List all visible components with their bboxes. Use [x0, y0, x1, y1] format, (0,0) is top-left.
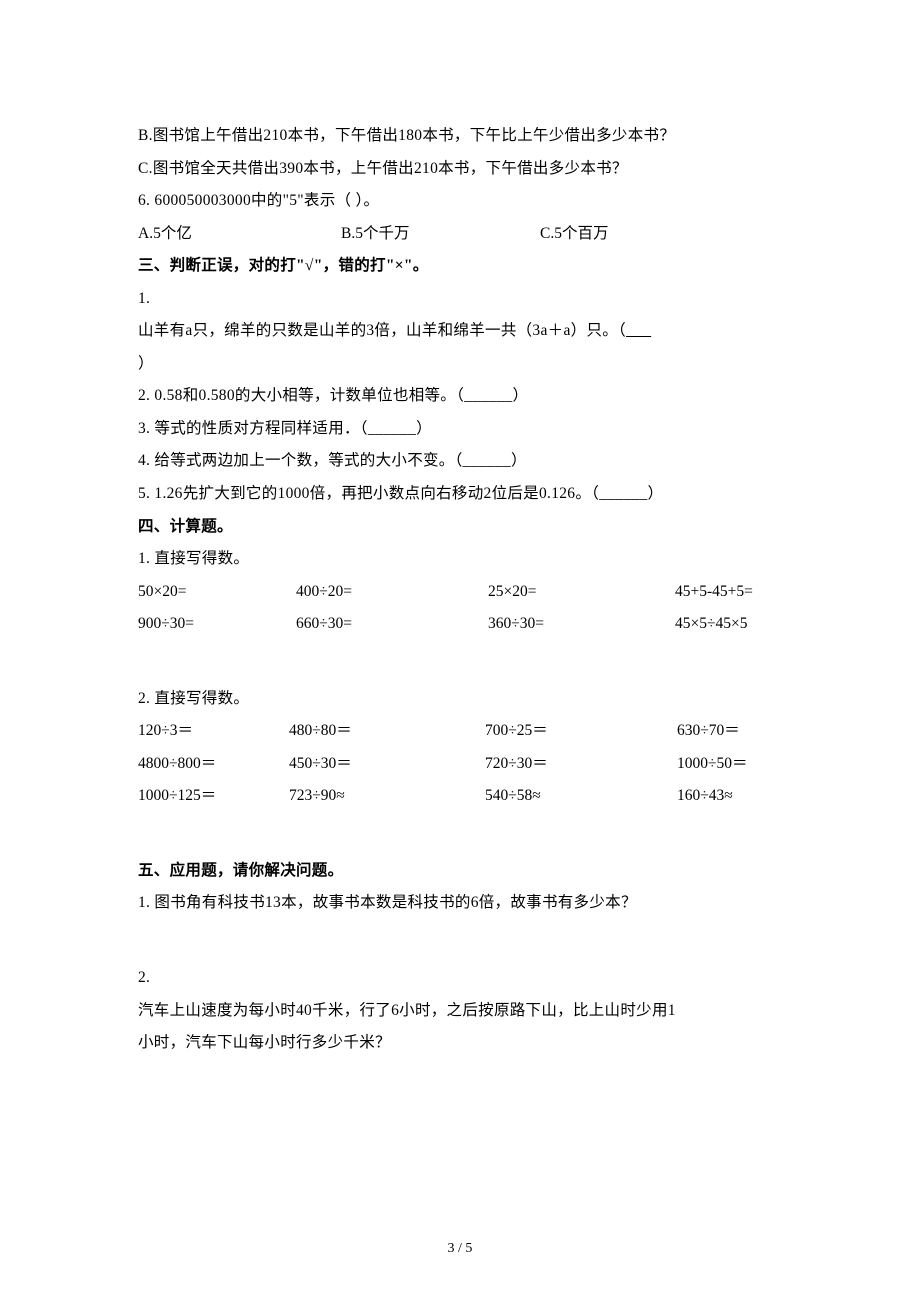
s3-q1-body: 山羊有a只，绵羊的只数是山羊的3倍，山羊和绵羊一共（3a＋a）只。（ [138, 315, 782, 348]
calc2-r2c1: 4800÷800＝ [138, 748, 289, 781]
s3-q4: 4. 给等式两边加上一个数，等式的大小不变。（______） [138, 445, 782, 478]
q6-stem: 6. 600050003000中的"5"表示（ ）。 [138, 185, 782, 218]
calc2-row2: 4800÷800＝ 450÷30＝ 720÷30＝ 1000÷50＝ [138, 748, 782, 781]
q6-option-c: C.5个百万 [540, 218, 740, 251]
page-number: 3 / 5 [0, 1241, 920, 1257]
s5-q2-line1: 汽车上山速度为每小时40千米，行了6小时，之后按原路下山，比上山时少用1 [138, 995, 782, 1028]
s5-q2-prefix: 2. [138, 962, 782, 995]
section4-title: 四、计算题。 [138, 511, 782, 544]
calc2-r3c2: 723÷90≈ [289, 780, 485, 813]
calc2-r2c4: 1000÷50＝ [677, 748, 827, 781]
calc2-r1c4: 630÷70＝ [677, 715, 827, 748]
calc2-r1c3: 700÷25＝ [485, 715, 677, 748]
calc2-r1c1: 120÷3＝ [138, 715, 289, 748]
calc1-r1c4: 45+5-45+5= [675, 576, 825, 609]
calc1-row2: 900÷30= 660÷30= 360÷30= 45×5÷45×5 [138, 608, 782, 641]
section5-title: 五、应用题，请你解决问题。 [138, 855, 782, 888]
s4-q1-label: 1. 直接写得数。 [138, 543, 782, 576]
s3-q1-prefix: 1. [138, 283, 782, 316]
calc1-r2c3: 360÷30= [488, 608, 675, 641]
q5-option-c: C.图书馆全天共借出390本书，上午借出210本书，下午借出多少本书？ [138, 153, 782, 186]
calc1-r2c2: 660÷30= [296, 608, 488, 641]
q5-option-b: B.图书馆上午借出210本书，下午借出180本书，下午比上午少借出多少本书？ [138, 120, 782, 153]
calc1-r2c4: 45×5÷45×5 [675, 608, 825, 641]
calc2-r3c3: 540÷58≈ [485, 780, 677, 813]
s3-q1-close: ） [138, 348, 782, 381]
calc2-r1c2: 480÷80＝ [289, 715, 485, 748]
q6-options-row: A.5个亿 B.5个千万 C.5个百万 [138, 218, 782, 251]
calc1-row1: 50×20= 400÷20= 25×20= 45+5-45+5= [138, 576, 782, 609]
s4-q2-label: 2. 直接写得数。 [138, 683, 782, 716]
calc2-r3c4: 160÷43≈ [677, 780, 827, 813]
calc2-r2c2: 450÷30＝ [289, 748, 485, 781]
calc1-r2c1: 900÷30= [138, 608, 296, 641]
s3-q1-blank[interactable] [626, 322, 651, 339]
q6-option-a: A.5个亿 [138, 218, 341, 251]
section3-title: 三、判断正误，对的打"√"，错的打"×"。 [138, 250, 782, 283]
calc2-row3: 1000÷125＝ 723÷90≈ 540÷58≈ 160÷43≈ [138, 780, 782, 813]
s5-q2-line2: 小时，汽车下山每小时行多少千米？ [138, 1027, 782, 1060]
calc1-r1c3: 25×20= [488, 576, 675, 609]
s3-q5: 5. 1.26先扩大到它的1000倍，再把小数点向右移动2位后是0.126。（_… [138, 478, 782, 511]
calc2-row1: 120÷3＝ 480÷80＝ 700÷25＝ 630÷70＝ [138, 715, 782, 748]
s3-q1-text: 山羊有a只，绵羊的只数是山羊的3倍，山羊和绵羊一共（3a＋a）只。（ [138, 322, 626, 339]
calc2-r3c1: 1000÷125＝ [138, 780, 289, 813]
s5-q1: 1. 图书角有科技书13本，故事书本数是科技书的6倍，故事书有多少本？ [138, 887, 782, 920]
s3-q2: 2. 0.58和0.580的大小相等，计数单位也相等。（______） [138, 380, 782, 413]
s3-q3: 3. 等式的性质对方程同样适用．（______） [138, 413, 782, 446]
calc1-r1c1: 50×20= [138, 576, 296, 609]
calc2-r2c3: 720÷30＝ [485, 748, 677, 781]
q6-option-b: B.5个千万 [341, 218, 540, 251]
calc1-r1c2: 400÷20= [296, 576, 488, 609]
